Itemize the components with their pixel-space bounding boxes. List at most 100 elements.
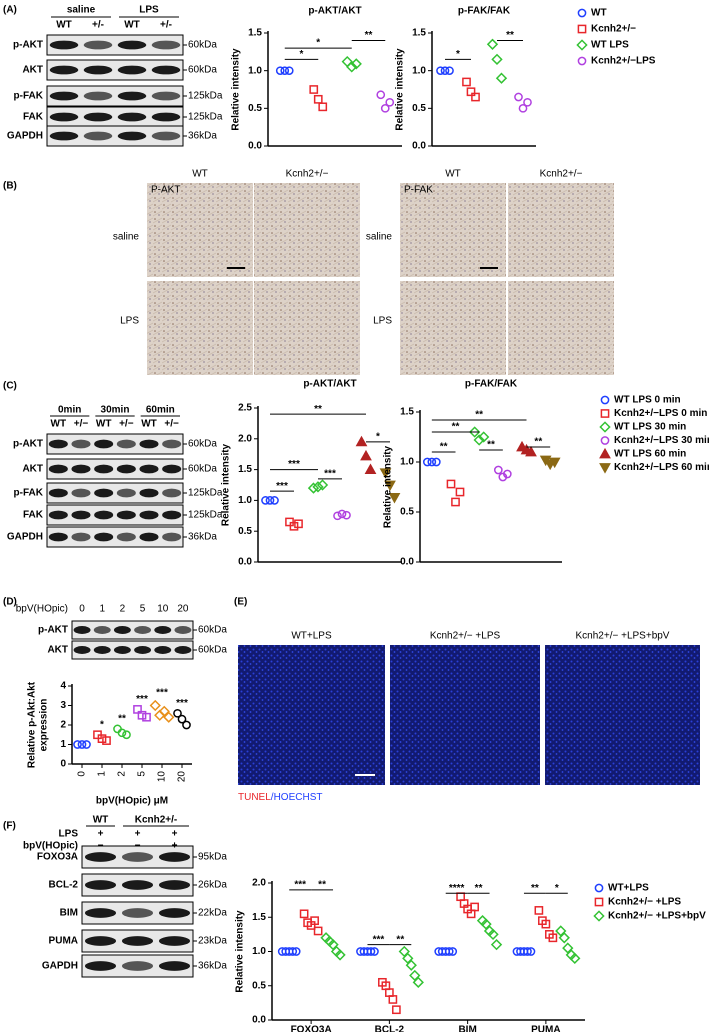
data-point [355, 435, 368, 447]
data-point [548, 457, 561, 469]
data-point [299, 909, 309, 919]
data-point [502, 469, 512, 479]
blot-band [134, 646, 152, 654]
significance-label: * [316, 38, 320, 49]
data-point [77, 740, 87, 749]
blot-band [162, 464, 182, 474]
data-point [133, 705, 142, 714]
row-label: saline [113, 232, 140, 243]
legend-marker [599, 421, 611, 433]
data-point [412, 976, 424, 988]
y-axis-label: Relative intensity [395, 48, 406, 131]
blot-band [121, 880, 154, 890]
y-tick-label: 0.5 [412, 103, 426, 114]
y-tick-label: 1.0 [400, 457, 414, 468]
data-point [309, 85, 319, 94]
significance-label: * [555, 883, 559, 894]
lane-label: WT [124, 20, 140, 31]
data-point [364, 463, 377, 474]
data-point [471, 92, 480, 102]
data-point [445, 66, 454, 76]
lane-label: WT [56, 20, 72, 31]
blot-band [48, 464, 68, 474]
blot-size-label: 125kDa [188, 112, 223, 123]
data-point [102, 736, 111, 745]
column-label: Kcnh2+/− [540, 169, 583, 180]
y-axis-label: expression [39, 699, 50, 752]
data-point [149, 699, 161, 712]
blot-band [116, 488, 136, 498]
legend-label: Kcnh2+/−LPS 0 min [614, 408, 707, 419]
significance-label: ** [475, 883, 483, 894]
blot-size-label: 60kDa [198, 645, 227, 656]
blot-size-label: 60kDa [188, 65, 217, 76]
data-point [427, 457, 437, 467]
condition-mark: + [172, 841, 178, 852]
y-tick-label: 1.0 [238, 495, 252, 506]
data-point [470, 902, 479, 912]
blot-band [121, 961, 154, 971]
data-point [558, 932, 570, 944]
data-point [380, 103, 390, 113]
blot-band [84, 852, 117, 862]
lane-label: +/− [119, 419, 134, 430]
significance-label: ** [534, 437, 542, 448]
blot-band [158, 880, 191, 890]
dose-value: 0 [79, 604, 85, 615]
blot-size-label: 23kDa [198, 936, 227, 947]
blot-band [49, 131, 79, 141]
data-point [487, 928, 499, 941]
panel-label: (A) [3, 5, 17, 16]
data-point [376, 90, 386, 100]
data-point [523, 947, 532, 956]
row-label: LPS [120, 316, 139, 327]
data-point [514, 92, 523, 102]
significance-label: * [100, 720, 104, 731]
blot-band [49, 65, 79, 75]
y-tick-label: 0.0 [248, 141, 262, 152]
data-point [158, 705, 170, 718]
condition-label: LPS [59, 829, 79, 840]
blot-band [71, 488, 91, 498]
panel-label: (C) [3, 381, 17, 392]
data-point [526, 947, 536, 956]
significance-label: ** [396, 934, 404, 945]
data-point [541, 919, 551, 929]
data-point [448, 947, 458, 956]
data-point [113, 724, 122, 734]
blot-size-label: 26kDa [198, 880, 227, 891]
x-tick-label: 10 [157, 771, 168, 783]
data-point [405, 959, 417, 971]
data-point [523, 97, 532, 107]
blot-band [151, 91, 181, 101]
blot-row-label: FOXO3A [37, 852, 78, 863]
legend-marker [577, 56, 587, 66]
x-tick-label: 1 [97, 771, 108, 777]
blot-band [116, 464, 136, 474]
data-point [379, 468, 392, 479]
legend-marker [594, 897, 604, 907]
data-point [117, 728, 127, 738]
data-point [182, 720, 191, 730]
dose-value: 5 [140, 604, 146, 615]
dose-value: 1 [99, 604, 105, 615]
significance-label: ** [314, 404, 322, 415]
blot-band [84, 880, 117, 890]
blot-size-label: 125kDa [188, 510, 223, 521]
data-point [398, 945, 410, 958]
y-axis-label: Relative intensity [383, 445, 394, 528]
legend-marker [600, 395, 610, 405]
blot-row-label: AKT [47, 645, 68, 656]
data-point [431, 457, 441, 467]
chart-title: p-AKT/AKT [308, 6, 361, 17]
legend-label: WT+LPS [608, 883, 649, 894]
y-tick-label: 3 [60, 700, 66, 711]
blot-row-label: p-FAK [14, 91, 44, 102]
blot-band [93, 646, 111, 654]
column-label: Kcnh2+/− +LPS+bpV [576, 631, 670, 642]
data-point [97, 734, 107, 743]
row-label: saline [366, 232, 393, 243]
blot-band [94, 488, 114, 498]
blot-band [116, 532, 136, 542]
